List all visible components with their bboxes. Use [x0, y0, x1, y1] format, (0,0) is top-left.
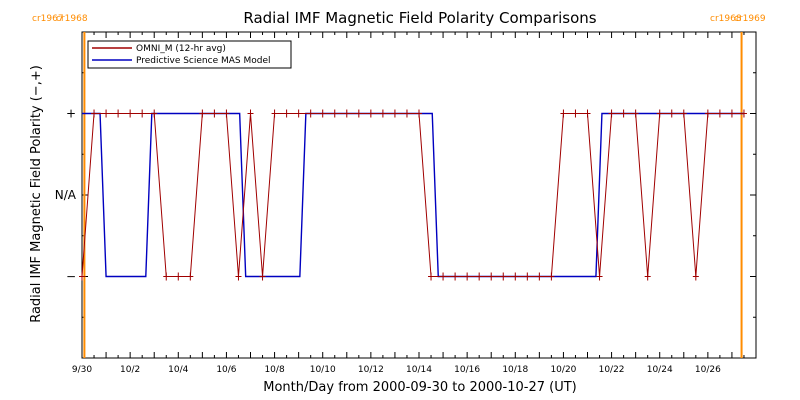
data-point-omni — [307, 109, 314, 118]
data-point-omni — [704, 109, 711, 118]
data-point-omni — [355, 109, 362, 118]
data-point-omni — [668, 109, 675, 118]
plot-area — [81, 31, 757, 359]
x-axis-label: Month/Day from 2000-09-30 to 2000-10-27 … — [263, 380, 576, 395]
x-tick-label: 10/6 — [216, 365, 236, 375]
x-tick-label: 10/26 — [695, 365, 721, 375]
x-tick-label: 10/8 — [264, 365, 284, 375]
data-point-omni — [572, 109, 579, 118]
data-point-omni — [211, 109, 218, 118]
legend-label-omni: OMNI_M (12-hr avg) — [136, 44, 226, 54]
data-point-omni — [343, 109, 350, 118]
y-tick-label: + — [66, 107, 76, 121]
data-point-omni — [79, 272, 85, 281]
y-axis-label-group: Radial IMF Magnetic Field Polarity (−,+) — [29, 65, 44, 323]
data-point-omni — [91, 109, 98, 118]
carrington-label: cr1967 — [32, 14, 64, 24]
data-point-omni — [283, 109, 290, 118]
data-point-omni — [548, 272, 555, 281]
data-point-omni — [584, 109, 591, 118]
data-point-omni — [656, 109, 663, 118]
y-tick-label: − — [66, 270, 76, 284]
data-point-omni — [259, 272, 266, 281]
data-point-omni — [608, 109, 615, 118]
data-point-omni — [127, 109, 134, 118]
legend-label-model: Predictive Science MAS Model — [136, 56, 271, 66]
x-tick-label: 10/20 — [550, 365, 576, 375]
data-point-omni — [620, 109, 627, 118]
data-point-omni — [476, 272, 483, 281]
x-tick-label: 10/12 — [358, 365, 384, 375]
x-axis: 9/30 10/2 10/4 10/6 10/8 10/10 10/12 10/14 10/16… — [72, 32, 757, 375]
data-point-omni — [295, 109, 302, 118]
x-tick-label: 10/2 — [120, 365, 140, 375]
data-point-omni — [452, 272, 459, 281]
series — [79, 109, 747, 281]
data-point-omni — [175, 272, 182, 281]
data-point-omni — [247, 109, 254, 118]
data-point-omni — [740, 109, 747, 118]
data-point-omni — [199, 109, 206, 118]
data-point-omni — [223, 109, 230, 118]
y-axis-label: Radial IMF Magnetic Field Polarity (−,+) — [29, 65, 44, 323]
data-point-omni — [367, 109, 374, 118]
x-tick-label: 10/14 — [406, 365, 432, 375]
data-point-omni — [716, 109, 723, 118]
data-point-omni — [428, 272, 435, 281]
data-point-omni — [235, 272, 242, 281]
x-tick-label: 10/4 — [168, 365, 188, 375]
x-tick-label: 10/24 — [647, 365, 673, 375]
carrington-label: cr1969 — [734, 14, 766, 24]
data-point-omni — [680, 109, 687, 118]
data-point-omni — [151, 109, 158, 118]
data-point-omni — [403, 109, 410, 118]
data-point-omni — [500, 272, 507, 281]
data-point-omni — [596, 272, 603, 281]
data-point-omni — [115, 109, 122, 118]
data-point-omni — [524, 272, 531, 281]
data-point-omni — [103, 109, 110, 118]
y-tick-label: N/A — [55, 188, 77, 202]
data-point-omni — [560, 109, 567, 118]
data-point-omni — [331, 109, 338, 118]
data-point-omni — [271, 109, 278, 118]
data-point-omni — [391, 109, 398, 118]
x-tick-label: 10/22 — [599, 365, 625, 375]
legend: OMNI_M (12-hr avg) Predictive Science MA… — [87, 40, 292, 69]
data-point-omni — [728, 109, 735, 118]
data-point-omni — [319, 109, 326, 118]
data-point-omni — [139, 109, 146, 118]
data-point-omni — [440, 272, 447, 281]
data-point-omni — [644, 272, 651, 281]
data-point-omni — [464, 272, 471, 281]
data-point-omni — [488, 272, 495, 281]
chart-title: Radial IMF Magnetic Field Polarity Compa… — [243, 9, 596, 27]
data-point-omni — [379, 109, 386, 118]
data-point-omni — [692, 272, 699, 281]
carrington-label: cr1968 — [56, 14, 88, 24]
legend-box — [87, 40, 292, 69]
data-point-omni — [163, 272, 170, 281]
data-point-omni — [536, 272, 543, 281]
data-point-omni — [512, 272, 519, 281]
carrington-label: cr1968 — [710, 14, 742, 24]
data-point-omni — [632, 109, 639, 118]
series-line-model — [82, 112, 744, 278]
data-point-omni — [416, 109, 422, 118]
plot-frame — [81, 31, 757, 359]
x-tick-label: 10/10 — [310, 365, 336, 375]
x-tick-label: 10/16 — [454, 365, 480, 375]
data-point-omni — [187, 272, 194, 281]
series-line-omni — [81, 113, 744, 277]
x-tick-label: 10/18 — [502, 365, 528, 375]
x-tick-label: 9/30 — [72, 365, 92, 375]
